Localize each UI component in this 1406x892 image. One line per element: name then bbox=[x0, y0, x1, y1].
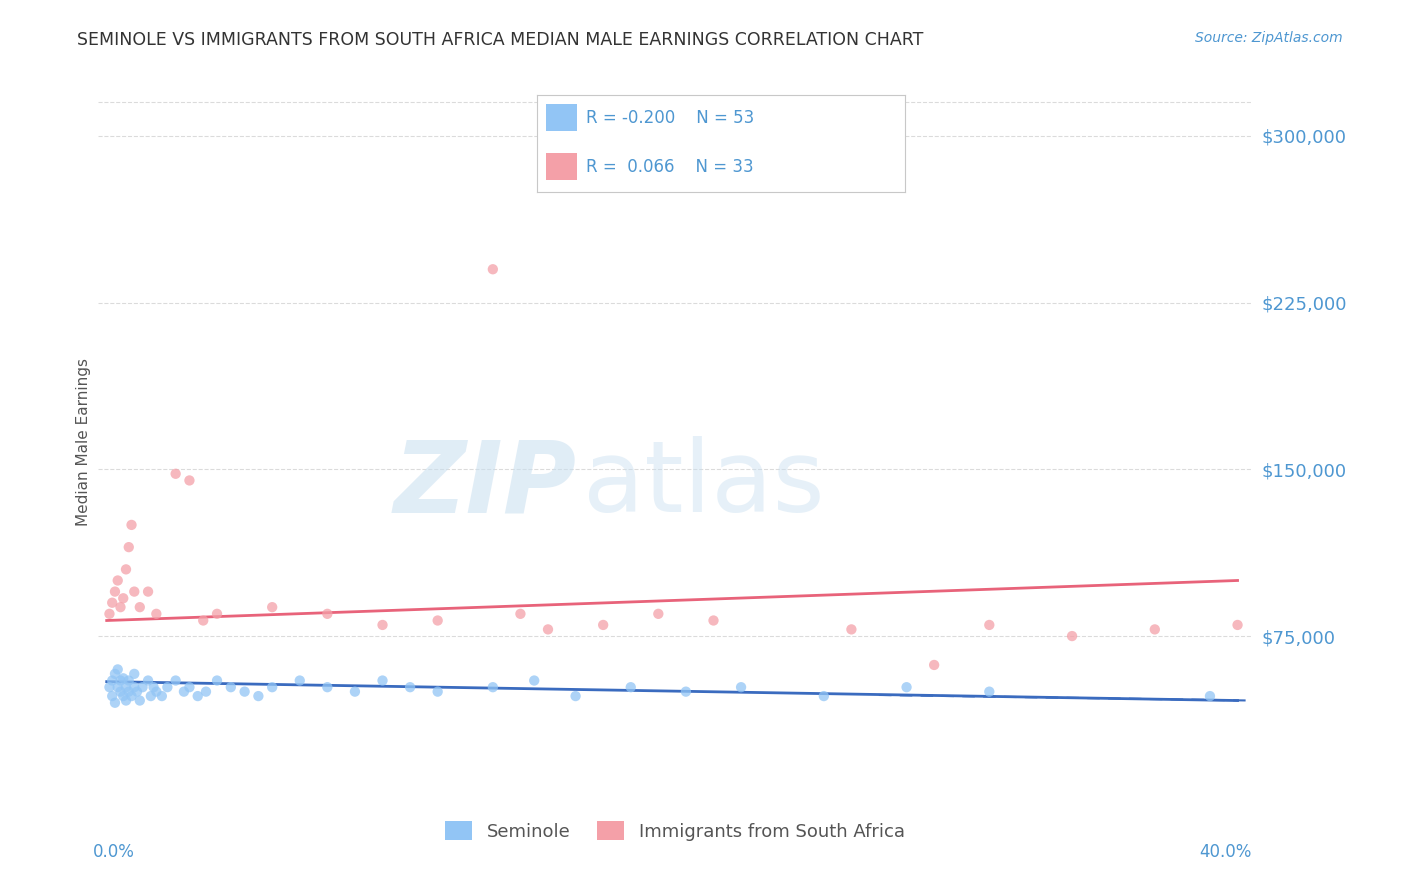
Point bbox=[426, 614, 449, 628]
Point bbox=[104, 666, 127, 681]
Point bbox=[124, 666, 146, 681]
Point bbox=[343, 684, 366, 698]
Point bbox=[101, 689, 124, 703]
Point bbox=[145, 607, 167, 621]
Point bbox=[118, 684, 141, 698]
Point bbox=[118, 540, 141, 554]
Point bbox=[922, 657, 945, 672]
Point bbox=[1226, 618, 1249, 632]
Point bbox=[841, 623, 863, 637]
Point bbox=[187, 689, 209, 703]
Point bbox=[620, 680, 643, 694]
Point bbox=[399, 680, 422, 694]
Point bbox=[115, 693, 138, 707]
Point bbox=[118, 673, 141, 688]
Point bbox=[121, 517, 143, 532]
Point bbox=[136, 673, 159, 688]
Point bbox=[316, 607, 339, 621]
Point bbox=[523, 673, 546, 688]
Point bbox=[482, 262, 505, 277]
Point bbox=[247, 689, 270, 703]
Point bbox=[1199, 689, 1222, 703]
Point bbox=[896, 680, 918, 694]
Point bbox=[979, 684, 1001, 698]
Point bbox=[104, 584, 127, 599]
Point bbox=[482, 680, 505, 694]
Point bbox=[121, 689, 143, 703]
Text: atlas: atlas bbox=[582, 436, 824, 533]
Point bbox=[115, 680, 138, 694]
Point bbox=[173, 684, 195, 698]
Point bbox=[128, 693, 150, 707]
Point bbox=[371, 673, 394, 688]
Point bbox=[165, 467, 187, 481]
Point bbox=[179, 474, 201, 488]
Text: Source: ZipAtlas.com: Source: ZipAtlas.com bbox=[1195, 31, 1343, 45]
Text: ZIP: ZIP bbox=[394, 436, 576, 533]
Point bbox=[1143, 623, 1166, 637]
Point bbox=[142, 680, 165, 694]
Point bbox=[131, 680, 153, 694]
Point bbox=[730, 680, 752, 694]
Point bbox=[112, 671, 135, 685]
Point bbox=[136, 584, 159, 599]
Point bbox=[564, 689, 586, 703]
Y-axis label: Median Male Earnings: Median Male Earnings bbox=[76, 358, 91, 525]
Point bbox=[675, 684, 697, 698]
Point bbox=[702, 614, 724, 628]
Point bbox=[179, 680, 201, 694]
Point bbox=[101, 596, 124, 610]
Point bbox=[110, 600, 132, 615]
Point bbox=[205, 607, 228, 621]
Point bbox=[107, 574, 129, 588]
Point bbox=[110, 673, 132, 688]
Text: 40.0%: 40.0% bbox=[1199, 843, 1251, 861]
Point bbox=[110, 684, 132, 698]
Point bbox=[107, 680, 129, 694]
Text: 0.0%: 0.0% bbox=[93, 843, 135, 861]
Point bbox=[156, 680, 179, 694]
Point bbox=[537, 623, 560, 637]
Point bbox=[193, 614, 215, 628]
Point bbox=[98, 680, 121, 694]
Point bbox=[124, 584, 146, 599]
Point bbox=[107, 662, 129, 676]
Point bbox=[219, 680, 242, 694]
Point bbox=[316, 680, 339, 694]
Point bbox=[115, 562, 138, 576]
Point bbox=[128, 600, 150, 615]
Point bbox=[98, 607, 121, 621]
Point bbox=[165, 673, 187, 688]
Point bbox=[124, 680, 146, 694]
Text: SEMINOLE VS IMMIGRANTS FROM SOUTH AFRICA MEDIAN MALE EARNINGS CORRELATION CHART: SEMINOLE VS IMMIGRANTS FROM SOUTH AFRICA… bbox=[77, 31, 924, 49]
Point bbox=[262, 600, 284, 615]
Point bbox=[104, 696, 127, 710]
Point bbox=[101, 673, 124, 688]
Point bbox=[145, 684, 167, 698]
Point bbox=[112, 689, 135, 703]
Point bbox=[426, 684, 449, 698]
Point bbox=[979, 618, 1001, 632]
Point bbox=[647, 607, 669, 621]
Point bbox=[139, 689, 162, 703]
Point bbox=[288, 673, 311, 688]
Point bbox=[195, 684, 218, 698]
Point bbox=[205, 673, 228, 688]
Point bbox=[592, 618, 614, 632]
Point bbox=[112, 591, 135, 606]
Point bbox=[509, 607, 531, 621]
Point bbox=[1060, 629, 1083, 643]
Point bbox=[813, 689, 835, 703]
Point bbox=[233, 684, 256, 698]
Point bbox=[371, 618, 394, 632]
Legend: Seminole, Immigrants from South Africa: Seminole, Immigrants from South Africa bbox=[437, 814, 912, 848]
Point bbox=[150, 689, 173, 703]
Point bbox=[262, 680, 284, 694]
Point bbox=[125, 684, 148, 698]
